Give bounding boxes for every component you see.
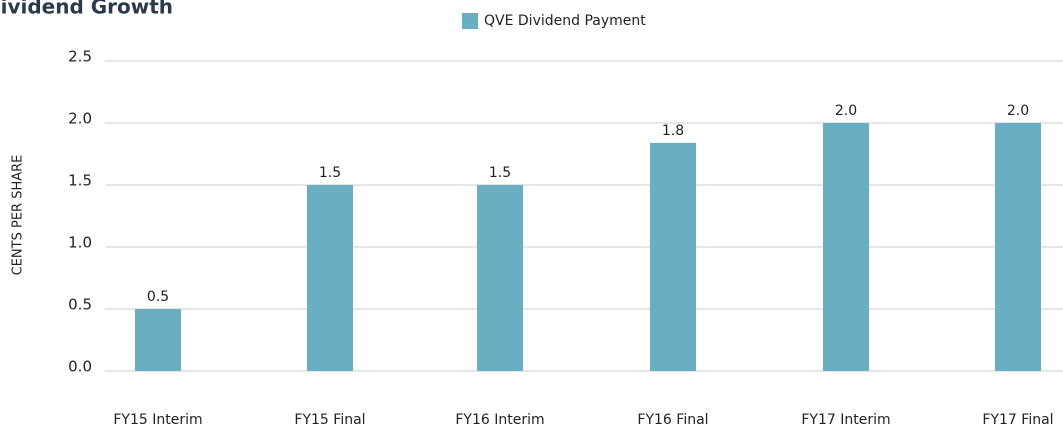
legend-label: QVE Dividend Payment <box>484 13 646 29</box>
x-tick-label: FY15 Final <box>294 412 365 428</box>
bar <box>135 309 181 371</box>
data-label: 1.5 <box>489 165 511 181</box>
chart-title: Dividend Growth <box>0 0 173 19</box>
data-label: 1.8 <box>662 123 684 139</box>
legend-swatch <box>462 13 478 29</box>
y-tick-label: 0.0 <box>68 358 92 376</box>
bar <box>823 123 869 371</box>
data-label: 2.0 <box>1007 103 1029 119</box>
y-tick-label: 1.0 <box>68 234 92 252</box>
bar <box>995 123 1041 371</box>
y-axis-title: CENTS PER SHARE <box>11 155 26 276</box>
bar <box>307 185 353 371</box>
x-tick-label: FY17 Interim <box>801 412 890 428</box>
y-tick-label: 1.5 <box>68 172 92 190</box>
y-tick-label: 0.5 <box>68 296 92 314</box>
x-tick-label: FY17 Final <box>982 412 1053 428</box>
bar <box>650 142 696 371</box>
x-tick-label: FY16 Interim <box>455 412 544 428</box>
data-label: 1.5 <box>319 165 341 181</box>
bar <box>477 185 523 371</box>
data-label: 0.5 <box>147 289 169 305</box>
data-label: 2.0 <box>835 103 857 119</box>
x-tick-label: FY16 Final <box>637 412 708 428</box>
y-tick-label: 2.0 <box>68 110 92 128</box>
x-tick-label: FY15 Interim <box>113 412 202 428</box>
y-tick-label: 2.5 <box>68 48 92 66</box>
